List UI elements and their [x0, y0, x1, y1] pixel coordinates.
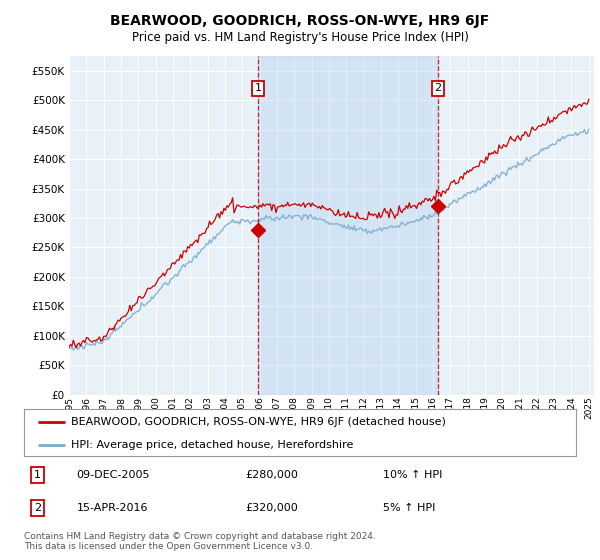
Text: BEARWOOD, GOODRICH, ROSS-ON-WYE, HR9 6JF (detached house): BEARWOOD, GOODRICH, ROSS-ON-WYE, HR9 6JF… — [71, 417, 446, 427]
Text: BEARWOOD, GOODRICH, ROSS-ON-WYE, HR9 6JF: BEARWOOD, GOODRICH, ROSS-ON-WYE, HR9 6JF — [110, 14, 490, 28]
Text: 2: 2 — [34, 503, 41, 513]
Text: 5% ↑ HPI: 5% ↑ HPI — [383, 503, 435, 513]
Text: 1: 1 — [255, 83, 262, 94]
Text: 15-APR-2016: 15-APR-2016 — [76, 503, 148, 513]
Text: 1: 1 — [34, 470, 41, 480]
Text: Contains HM Land Registry data © Crown copyright and database right 2024.
This d: Contains HM Land Registry data © Crown c… — [24, 532, 376, 552]
Text: Price paid vs. HM Land Registry's House Price Index (HPI): Price paid vs. HM Land Registry's House … — [131, 31, 469, 44]
Bar — [258, 56, 438, 395]
Text: £320,000: £320,000 — [245, 503, 298, 513]
Text: 09-DEC-2005: 09-DEC-2005 — [76, 470, 150, 480]
Text: 10% ↑ HPI: 10% ↑ HPI — [383, 470, 442, 480]
Text: 2: 2 — [434, 83, 442, 94]
Text: HPI: Average price, detached house, Herefordshire: HPI: Average price, detached house, Here… — [71, 440, 353, 450]
Text: £280,000: £280,000 — [245, 470, 298, 480]
